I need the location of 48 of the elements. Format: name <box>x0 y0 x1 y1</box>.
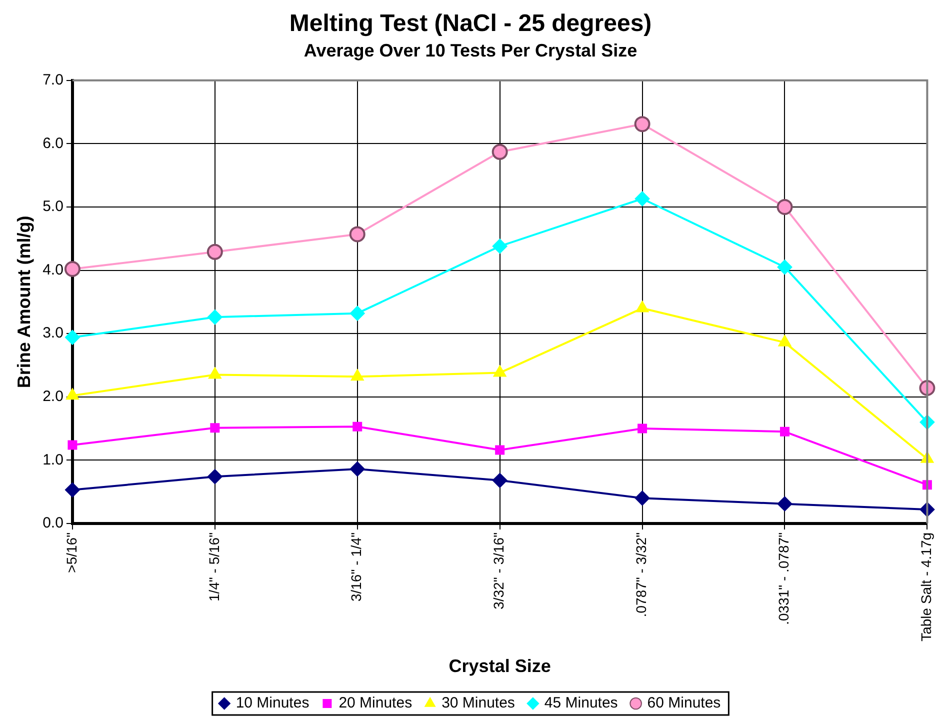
x-tick-label: >5/16" <box>63 532 80 573</box>
y-axis-title: Brine Amount (ml/g) <box>14 216 34 388</box>
x-tick-label: .0331" - .0787" <box>776 532 792 625</box>
point <box>64 330 80 345</box>
y-tick-label: 2.0 <box>42 388 64 405</box>
point <box>206 244 223 260</box>
point <box>68 440 78 450</box>
point <box>634 490 650 506</box>
chart-title: Melting Test (NaCl - 25 degrees) <box>289 10 652 38</box>
point <box>495 445 505 455</box>
point <box>492 144 508 160</box>
point <box>777 496 792 512</box>
point <box>776 198 793 215</box>
x-tick-label: 1/4" - 5/16" <box>206 532 222 602</box>
y-tick-label: 6.0 <box>42 134 64 152</box>
point <box>492 238 508 254</box>
point <box>207 310 222 325</box>
point <box>207 469 222 484</box>
legend-label: 10 Minutes <box>236 694 310 712</box>
x-axis-title: Crystal Size <box>448 656 551 676</box>
x-tick-label: 3/16" - 1/4" <box>348 532 364 602</box>
point <box>210 423 220 433</box>
x-tick-label: 3/32" - 3/16" <box>490 532 507 610</box>
y-tick-label: 5.0 <box>42 198 64 216</box>
point <box>64 261 80 278</box>
legend-label: 60 Minutes <box>647 694 721 712</box>
point <box>638 424 648 434</box>
point <box>777 260 792 275</box>
y-tick-label: 4.0 <box>42 261 64 278</box>
point <box>780 426 790 436</box>
legend-label: 45 Minutes <box>544 694 618 712</box>
y-tick-label: 3.0 <box>42 324 64 342</box>
x-tick-label: Table Salt - 4.17g <box>918 532 934 642</box>
point <box>64 482 80 498</box>
point <box>350 462 365 477</box>
point <box>634 191 650 206</box>
y-tick-label: 1.0 <box>42 451 64 468</box>
y-tick-label: 0.0 <box>42 514 64 532</box>
chart-subtitle: Average Over 10 Tests Per Crystal Size <box>304 40 638 61</box>
legend-label: 30 Minutes <box>442 694 515 712</box>
point <box>349 226 366 242</box>
x-tick-label: .0787" - 3/32" <box>633 532 650 618</box>
point <box>352 422 362 432</box>
legend-label: 20 Minutes <box>338 694 412 712</box>
y-tick-label: 7.0 <box>42 72 64 89</box>
point <box>492 472 508 488</box>
point <box>634 116 650 132</box>
point <box>350 306 365 321</box>
